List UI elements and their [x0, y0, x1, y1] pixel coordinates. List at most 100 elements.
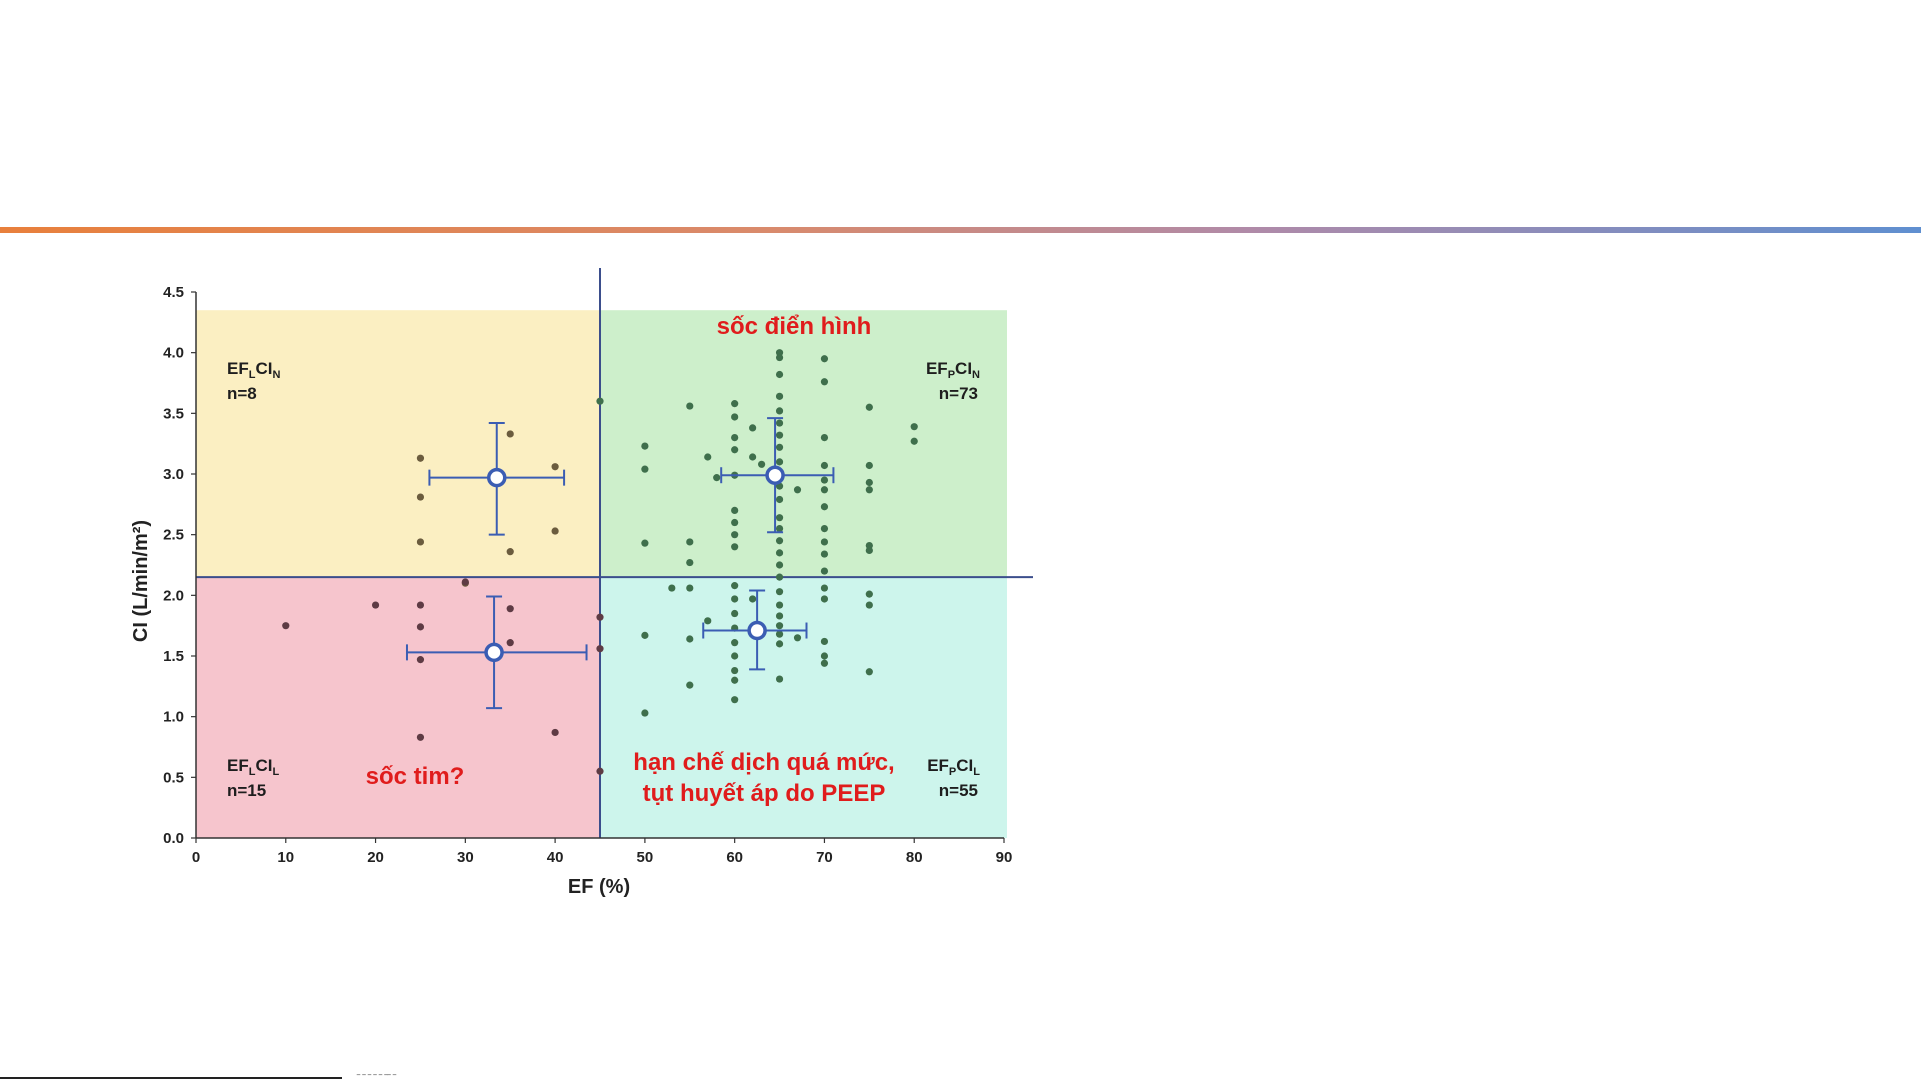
data-point-efp_cin [641, 442, 649, 450]
y-tick-label: 0.0 [163, 830, 184, 847]
quadrant-count-top-right: n=73 [939, 384, 978, 403]
data-point-efp_cin [820, 550, 829, 558]
y-tick-label: 2.0 [163, 587, 184, 604]
x-tick-label: 80 [906, 849, 923, 866]
data-point-efp_cin [910, 437, 918, 445]
annotation-fluid-restriction: hạn chế dịch quá mức, [633, 749, 894, 776]
x-tick-label: 30 [457, 849, 474, 866]
data-point-efp_cin [775, 392, 784, 400]
data-point-efp_cin [865, 486, 873, 494]
data-point-efp_cil [731, 696, 739, 704]
data-point-efp_cin [775, 514, 784, 522]
x-tick-label: 20 [367, 849, 384, 866]
x-tick-label: 90 [996, 849, 1013, 866]
group-mean-marker-efl_cin [487, 467, 507, 488]
group-mean-marker-efl_cil [484, 642, 504, 663]
data-point-efp_cin [820, 476, 829, 484]
data-point-efp_cil [749, 595, 757, 603]
data-point-efl_cil [596, 645, 604, 653]
data-point-efl_cin [416, 454, 425, 462]
y-tick-label: 0.5 [163, 769, 184, 786]
data-point-efp_cin [820, 434, 829, 442]
y-tick-label: 3.5 [163, 405, 184, 422]
annotation-typical-shock: sốc điển hình [717, 313, 872, 340]
data-point-efp_cil [641, 631, 649, 639]
group-mean-marker-efp_cil [747, 620, 767, 641]
data-point-efp_cil [775, 601, 784, 609]
data-point-efp_cin [775, 537, 784, 545]
data-point-efp_cin [713, 474, 721, 482]
x-tick-label: 0 [192, 849, 200, 866]
quadrant-label-bottom-left: EFLCIL [227, 756, 279, 778]
data-point-efp_cin [731, 531, 739, 539]
data-point-efp_cil [775, 630, 784, 638]
data-point-efp_cin [820, 503, 829, 511]
data-point-efl_cil [551, 728, 559, 737]
data-point-efp_cin [865, 478, 873, 487]
data-point-efl_cil [596, 767, 604, 775]
chart-annotations: sốc điển hình sốc tim? hạn chế dịch quá … [366, 313, 895, 807]
data-point-efp_cin [641, 539, 649, 547]
data-point-efl_cil [416, 733, 425, 741]
x-tick-label: 40 [547, 849, 564, 866]
data-point-efp_cil [793, 634, 802, 642]
quadrant-backgrounds [196, 310, 1007, 838]
data-point-efp_cil [731, 639, 739, 647]
data-point-efp_cin [865, 461, 873, 470]
data-point-efp_cil [820, 659, 829, 667]
data-point-efp_cin [775, 549, 784, 557]
data-point-efl_cil [282, 622, 290, 630]
data-point-efp_cil [686, 635, 694, 643]
data-point-efp_cin [731, 506, 739, 514]
data-point-efp_cin [820, 355, 829, 363]
data-point-efl_cil [461, 578, 469, 586]
data-point-efp_cin [749, 424, 757, 432]
y-axis-title: CI (L/min/m²) [130, 520, 152, 642]
data-point-efp_cin [775, 525, 784, 533]
y-tick-label: 1.0 [163, 709, 184, 726]
data-point-efp_cin [775, 561, 784, 569]
data-point-efl_cil [596, 613, 604, 621]
data-point-efp_cin [865, 403, 873, 411]
quadrant-count-top-left: n=8 [227, 384, 257, 403]
data-point-efp_cil [775, 622, 784, 630]
quadrant-bottom-left [196, 577, 600, 838]
data-point-efl_cil [371, 601, 380, 609]
data-point-efp_cil [775, 573, 784, 581]
data-point-efp_cil [731, 676, 739, 684]
data-point-efp_cil [668, 584, 676, 592]
y-tick-label: 4.5 [163, 284, 184, 301]
x-tick-label: 60 [726, 849, 743, 866]
data-point-efl_cin [416, 493, 425, 501]
group-means-with-error-bars [405, 417, 835, 710]
quadrant-count-bottom-right: n=55 [939, 781, 978, 800]
data-point-efp_cin [731, 434, 739, 442]
data-point-efp_cin [686, 402, 694, 410]
data-point-efp_cin [793, 486, 802, 494]
data-point-efp_cin [731, 518, 739, 527]
data-point-efp_cin [865, 546, 873, 555]
data-point-efp_cil [731, 652, 739, 660]
data-point-efp_cin [775, 495, 784, 504]
data-point-efp_cin [596, 397, 604, 405]
y-tick-label: 4.0 [163, 345, 184, 362]
y-tick-label: 1.5 [163, 648, 184, 665]
data-point-efp_cil [731, 666, 739, 675]
x-tick-label: 50 [637, 849, 654, 866]
data-point-efp_cil [686, 681, 694, 689]
data-point-efp_cin [775, 353, 784, 362]
data-point-efp_cin [749, 453, 757, 461]
data-point-efp_cil [865, 590, 873, 598]
data-point-efl_cin [416, 538, 425, 546]
data-point-efp_cin [820, 525, 829, 533]
x-tick-label: 10 [277, 849, 294, 866]
data-point-efl_cin [506, 548, 514, 556]
quadrant-label-bottom-right: EFPCIL [927, 756, 980, 778]
quadrant-labels: EFLCIN n=8 EFPCIN n=73 EFLCIL n=15 EFPCIL n=55 [227, 359, 980, 800]
data-point-efp_cin [775, 407, 784, 415]
data-point-efp_cin [820, 538, 829, 546]
data-point-efp_cil [820, 584, 829, 592]
data-point-efp_cin [775, 370, 784, 379]
data-point-efl_cin [551, 527, 559, 535]
data-point-efp_cil [704, 617, 712, 625]
